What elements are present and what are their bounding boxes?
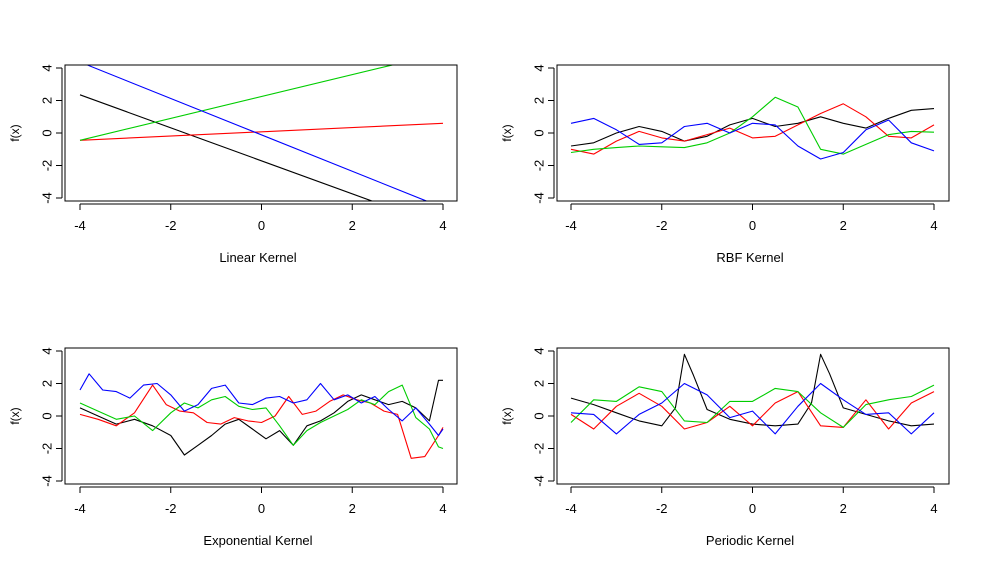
x-tick-label: 4 xyxy=(930,218,937,233)
panel-linear-kernel: Linear Kernel f(x) -4 -2 0 2 4 -4 -2 0 2 4 xyxy=(8,64,458,265)
ylabel: f(x) xyxy=(8,124,22,141)
panel-exponential-kernel: Exponential Kernel f(x) -4 -2 0 2 4 -4 -2 0 2 4 xyxy=(8,347,458,548)
series-line-2 xyxy=(79,384,444,459)
y-tick-label: 4 xyxy=(532,347,547,354)
x-tick-label: -4 xyxy=(565,501,577,516)
series-line-1 xyxy=(570,353,935,427)
y-tick-label: -2 xyxy=(40,443,55,455)
xlabel: Exponential Kernel xyxy=(203,533,312,548)
panel-rbf-kernel: RBF Kernel f(x) -4 -2 0 2 4 -4 -2 0 2 4 xyxy=(500,64,950,265)
series-line-4 xyxy=(570,117,935,160)
y-tick-label: 0 xyxy=(532,412,547,419)
plot-frame xyxy=(64,347,458,485)
y-tick-label: 2 xyxy=(532,380,547,387)
x-tick-label: -2 xyxy=(656,501,668,516)
x-tick-label: -2 xyxy=(656,218,668,233)
series-line-2 xyxy=(79,122,444,141)
series-line-4 xyxy=(79,373,444,437)
plot-frame xyxy=(556,64,950,202)
series-line-3 xyxy=(79,384,444,450)
x-tick-label: 2 xyxy=(349,501,356,516)
x-tick-label: 0 xyxy=(258,218,265,233)
series-lines xyxy=(79,65,444,201)
y-tick-label: 2 xyxy=(532,97,547,104)
series-line-3 xyxy=(570,96,935,155)
x-tick-label: -2 xyxy=(165,501,177,516)
xlabel: Linear Kernel xyxy=(219,250,296,265)
x-tick-label: -4 xyxy=(565,218,577,233)
plot-frame xyxy=(64,64,458,202)
series-line-4 xyxy=(86,65,428,201)
series-line-3 xyxy=(570,384,935,428)
series-line-3 xyxy=(79,65,394,141)
y-tick-label: 4 xyxy=(40,347,55,354)
y-tick-label: 0 xyxy=(40,412,55,419)
series-line-4 xyxy=(570,382,935,435)
y-tick-label: -4 xyxy=(532,192,547,204)
series-line-1 xyxy=(79,94,373,201)
ylabel: f(x) xyxy=(500,124,514,141)
x-tick-label: -4 xyxy=(74,501,86,516)
y-tick-label: 4 xyxy=(532,64,547,71)
y-tick-label: 0 xyxy=(40,129,55,136)
series-lines xyxy=(79,373,444,459)
plot-frame xyxy=(556,347,950,485)
y-tick-label: 2 xyxy=(40,380,55,387)
x-tick-label: 0 xyxy=(749,218,756,233)
x-tick-label: 2 xyxy=(349,218,356,233)
y-tick-label: -2 xyxy=(532,160,547,172)
x-tick-label: 0 xyxy=(749,501,756,516)
y-tick-label: -4 xyxy=(40,475,55,487)
series-line-2 xyxy=(570,103,935,155)
y-tick-label: 0 xyxy=(532,129,547,136)
x-tick-label: -2 xyxy=(165,218,177,233)
y-tick-label: -2 xyxy=(532,443,547,455)
series-lines xyxy=(570,353,935,435)
series-line-1 xyxy=(570,108,935,147)
y-tick-label: -2 xyxy=(40,160,55,172)
x-tick-label: 4 xyxy=(930,501,937,516)
xlabel: Periodic Kernel xyxy=(706,533,794,548)
ylabel: f(x) xyxy=(8,407,22,424)
series-lines xyxy=(570,96,935,160)
x-tick-label: 4 xyxy=(439,501,446,516)
y-tick-label: -4 xyxy=(40,192,55,204)
x-tick-label: 2 xyxy=(840,501,847,516)
x-tick-label: 2 xyxy=(840,218,847,233)
series-line-2 xyxy=(570,391,935,430)
x-tick-label: 0 xyxy=(258,501,265,516)
panel-periodic-kernel: Periodic Kernel f(x) -4 -2 0 2 4 -4 -2 0 2 4 xyxy=(500,347,950,548)
x-tick-label: -4 xyxy=(74,218,86,233)
x-tick-label: 4 xyxy=(439,218,446,233)
y-tick-label: 4 xyxy=(40,64,55,71)
ylabel: f(x) xyxy=(500,407,514,424)
xlabel: RBF Kernel xyxy=(716,250,783,265)
y-tick-label: -4 xyxy=(532,475,547,487)
y-tick-label: 2 xyxy=(40,97,55,104)
series-line-1 xyxy=(79,379,443,456)
